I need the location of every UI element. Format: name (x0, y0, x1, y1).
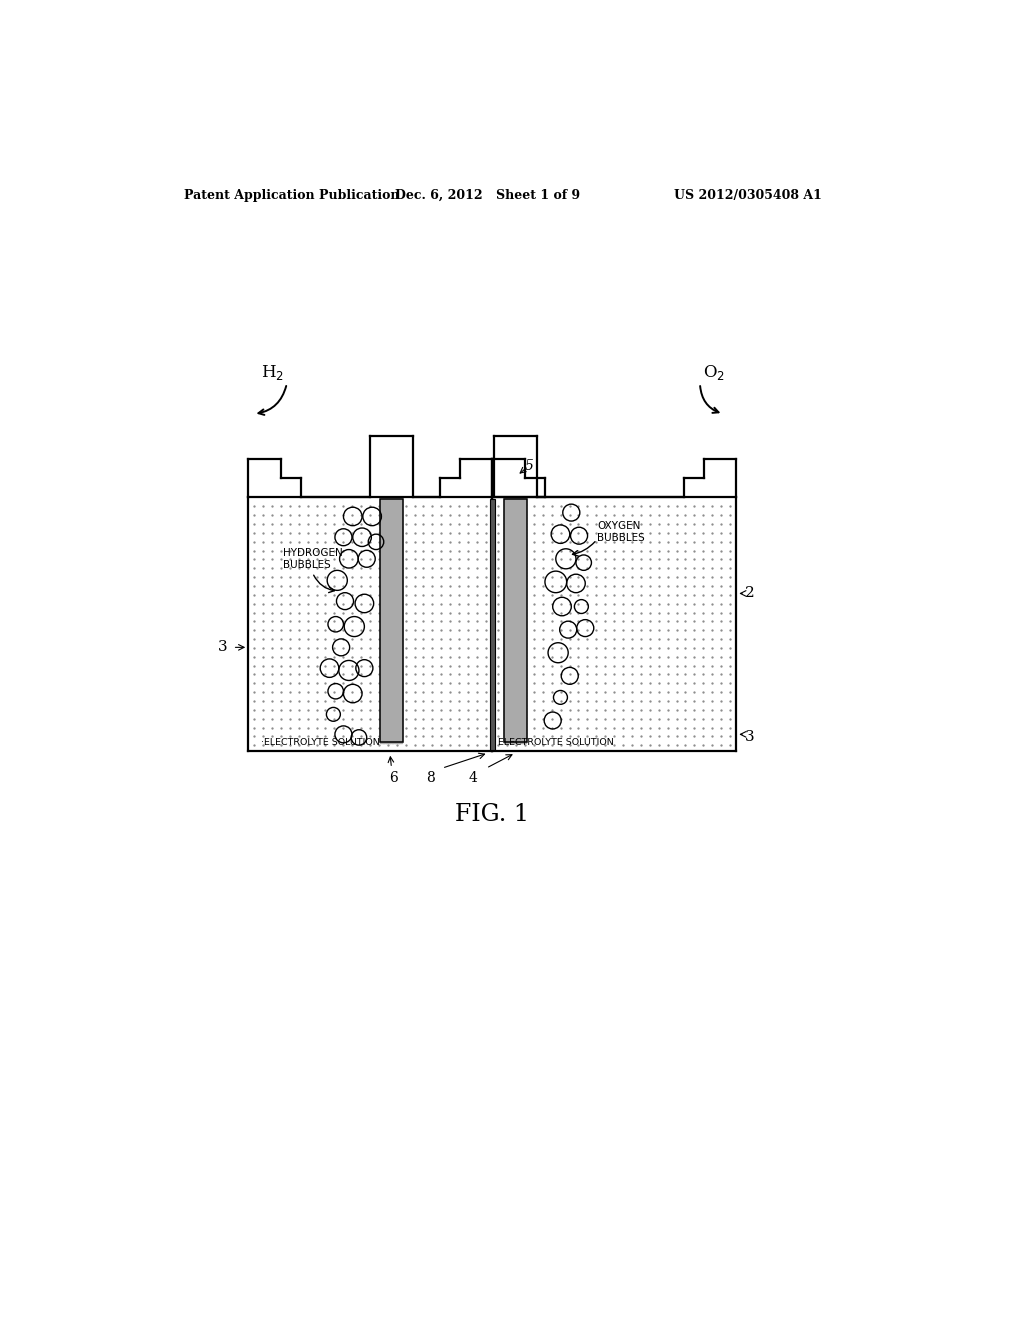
Text: Patent Application Publication: Patent Application Publication (183, 189, 399, 202)
Text: US 2012/0305408 A1: US 2012/0305408 A1 (675, 189, 822, 202)
Text: Dec. 6, 2012: Dec. 6, 2012 (395, 189, 483, 202)
Bar (380, 499, 403, 742)
Text: 2: 2 (744, 586, 755, 601)
Text: FIG. 1: FIG. 1 (456, 803, 529, 826)
Text: 3: 3 (218, 640, 227, 655)
Text: 3: 3 (744, 730, 755, 744)
Bar (489, 499, 495, 750)
Text: O$_2$: O$_2$ (703, 363, 725, 381)
Text: H$_2$: H$_2$ (261, 363, 285, 381)
Text: 6: 6 (389, 771, 397, 785)
Text: 5: 5 (524, 459, 534, 474)
Bar (504, 499, 527, 742)
Text: Sheet 1 of 9: Sheet 1 of 9 (496, 189, 581, 202)
Text: ELECTROLYTE SOLUTION: ELECTROLYTE SOLUTION (499, 738, 614, 747)
Text: OXYGEN
BUBBLES: OXYGEN BUBBLES (597, 520, 645, 543)
Text: HYDROGEN
BUBBLES: HYDROGEN BUBBLES (283, 548, 343, 570)
Text: 8: 8 (426, 771, 434, 785)
Text: ·ELECTROLYTE SOLUTION: ·ELECTROLYTE SOLUTION (261, 738, 380, 747)
Text: 4: 4 (468, 771, 477, 785)
